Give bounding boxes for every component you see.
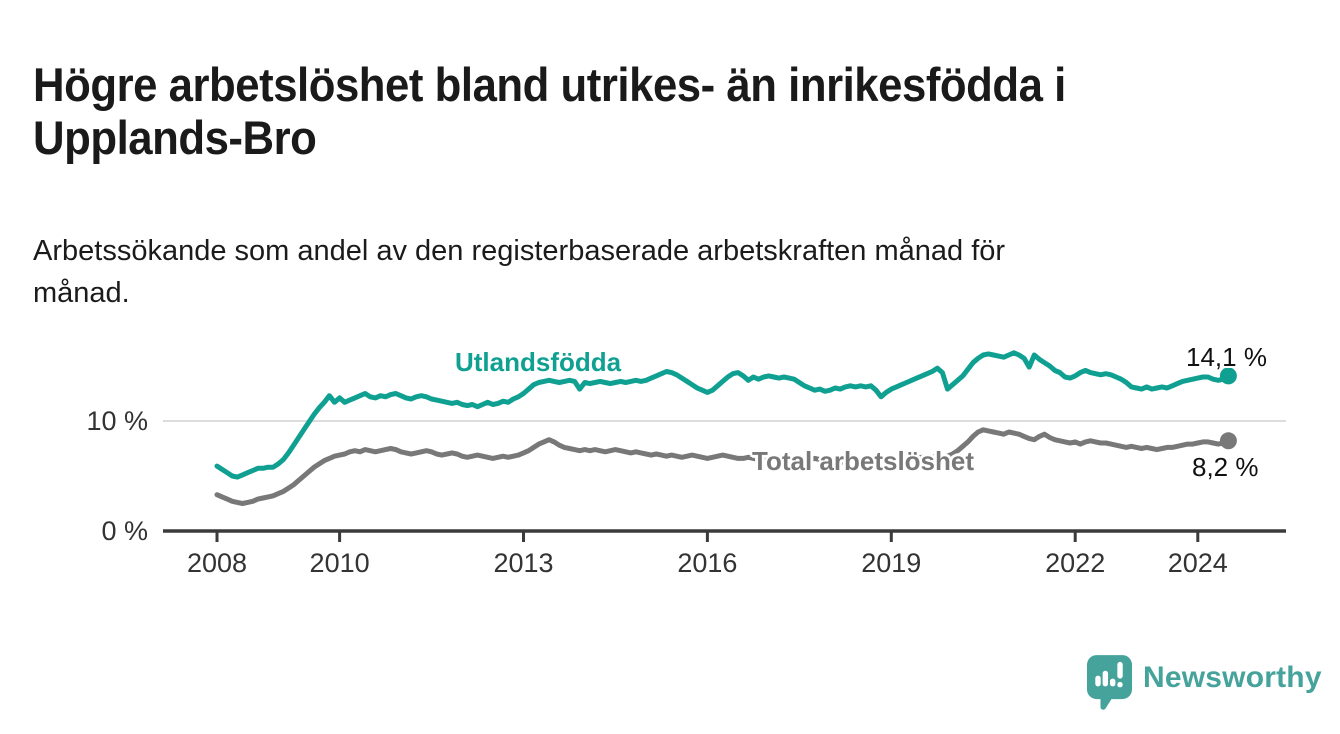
- x-tick-label: 2022: [1045, 548, 1105, 578]
- page-title-line-2: Upplands-Bro: [33, 111, 317, 165]
- end-dot-utlandsfodda: [1219, 367, 1237, 385]
- y-tick-label: 0 %: [101, 516, 148, 546]
- x-tick-label: 2016: [677, 548, 737, 578]
- x-tick-label: 2019: [861, 548, 921, 578]
- chart-subtitle: Arbetssökande som andel av den registerb…: [33, 230, 1005, 314]
- chart-subtitle-line-2: månad.: [33, 277, 130, 309]
- y-tick-label: 10 %: [86, 406, 148, 436]
- x-tick-label: 2013: [493, 548, 553, 578]
- page-title-line-1: Högre arbetslöshet bland utrikes- än inr…: [33, 58, 1066, 112]
- newsworthy-logo-text: Newsworthy: [1143, 660, 1322, 694]
- x-tick-label: 2010: [310, 548, 370, 578]
- end-value-label-utlandsfodda: 14,1 %: [1186, 342, 1267, 372]
- series-label-utlandsfodda: Utlandsfödda: [455, 347, 622, 377]
- line-utlandsfodda: [214, 350, 1231, 480]
- chart-subtitle-line-1: Arbetssökande som andel av den registerb…: [33, 235, 1006, 267]
- x-tick-label: 2024: [1168, 548, 1228, 578]
- end-value-label-total-arbetsloshet: 8,2 %: [1192, 452, 1259, 482]
- page-title: Högre arbetslöshet bland utrikes- än inr…: [33, 58, 1066, 164]
- newsworthy-logo: Newsworthy: [1086, 653, 1322, 710]
- x-tick-label: 2008: [187, 548, 247, 578]
- newsworthy-bubble-chart-icon: [1086, 655, 1133, 710]
- series-label-total-arbetsloshet: Total arbetslöshet: [752, 446, 975, 476]
- end-dot-total-arbetsloshet: [1219, 432, 1237, 450]
- line-total-arbetsloshet: [214, 427, 1231, 506]
